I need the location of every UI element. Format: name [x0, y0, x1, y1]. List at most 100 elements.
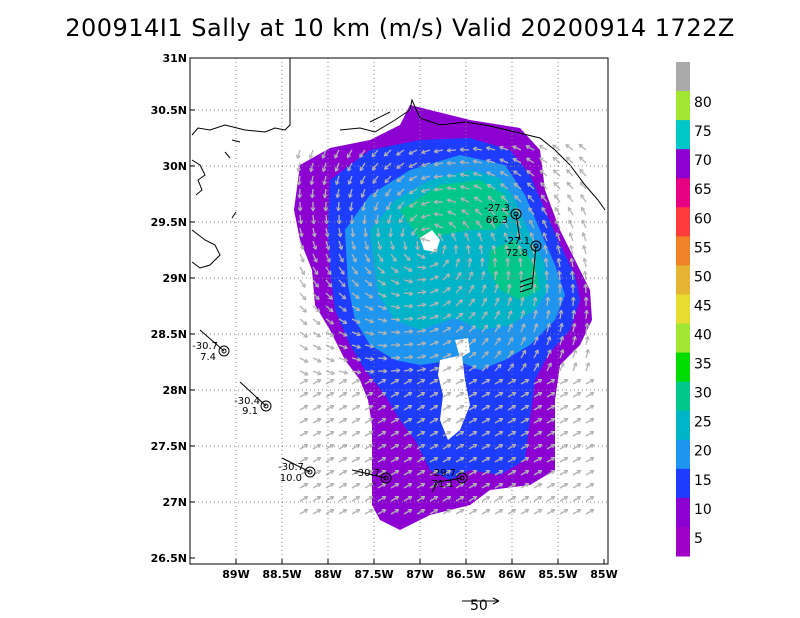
wind-arrow [553, 194, 561, 203]
wind-arrow [473, 160, 483, 164]
wind-arrow [585, 323, 589, 333]
wind-arrow [481, 284, 486, 294]
wind-arrow-head [532, 296, 538, 302]
wind-arrow [579, 181, 587, 190]
wind-arrow [421, 162, 431, 167]
wind-arrow [299, 305, 307, 313]
wind-arrow-head [444, 259, 449, 264]
wind-arrow [403, 443, 413, 450]
wind-arrow-head [537, 430, 543, 436]
wind-arrow [299, 378, 309, 385]
wind-arrow [312, 417, 322, 424]
wind-arrow-head [368, 495, 374, 501]
wind-arrow-head [421, 328, 427, 334]
ob-value: 10.0 [280, 473, 302, 484]
wind-arrow-head [354, 282, 359, 287]
wind-arrow [559, 482, 569, 489]
wind-arrow [416, 253, 426, 259]
wind-arrow [460, 185, 470, 190]
wind-arrow-head [484, 337, 489, 343]
wind-arrow-head [529, 219, 534, 225]
wind-arrow-head [380, 269, 385, 274]
wind-arrow [473, 147, 483, 151]
wind-arrow-head [485, 482, 491, 488]
wind-arrow [338, 240, 343, 250]
wind-arrow-head [316, 417, 322, 423]
wind-arrow [468, 378, 478, 385]
wind-arrow [507, 417, 517, 424]
wind-arrow [481, 443, 491, 450]
wind-arrow [494, 378, 504, 385]
wind-arrow [390, 369, 401, 372]
wind-arrow-head [485, 443, 491, 449]
wind-arrow [518, 245, 522, 255]
wind-arrow [338, 391, 348, 398]
wind-arrow [507, 323, 513, 333]
wind-arrow-head [472, 417, 478, 423]
wind-arrow [494, 284, 499, 294]
wind-arrow [433, 213, 444, 216]
wind-arrow [451, 232, 457, 242]
wind-arrow [477, 232, 483, 242]
wind-arrow [396, 162, 405, 169]
wind-arrow [359, 162, 366, 171]
wind-arrow [416, 316, 426, 320]
wind-arrow-head [472, 404, 478, 410]
wind-arrow-head [342, 443, 348, 449]
wind-arrow-head [543, 244, 548, 250]
wind-arrow-head [498, 495, 504, 501]
wind-arrow-head [394, 482, 400, 488]
wind-arrow [364, 417, 374, 424]
wind-arrow-head [303, 508, 309, 514]
wind-arrow-head [524, 508, 530, 514]
wind-arrow-head [581, 219, 586, 224]
wind-arrow-head [433, 211, 438, 217]
colorbar-label: 20 [694, 444, 712, 460]
wind-arrow-head [409, 216, 415, 222]
wind-arrow [559, 404, 569, 411]
wind-arrow [351, 344, 361, 349]
wind-arrow-head [355, 430, 361, 436]
wind-arrow-head [383, 152, 389, 157]
wind-arrow-head [433, 508, 439, 514]
wind-arrow-head [420, 430, 426, 436]
wind-arrow [570, 258, 574, 268]
wind-arrow [325, 508, 335, 515]
lat-label: 29.5N [151, 216, 187, 229]
wind-arrow [338, 417, 348, 424]
wind-arrow [442, 326, 452, 333]
wind-arrow-head [329, 404, 335, 410]
wind-arrow-head [368, 508, 374, 514]
wind-arrow-head [576, 443, 582, 449]
wind-arrow-head [569, 244, 574, 250]
station-ob: -30.7 7.4 [192, 329, 230, 363]
wind-arrow [468, 351, 477, 359]
wind-arrow-head [471, 351, 477, 357]
wind-arrow [585, 336, 589, 346]
wind-arrow [390, 430, 400, 437]
wind-arrow [502, 219, 509, 229]
wind-arrow [455, 508, 465, 515]
wind-arrow [520, 469, 530, 476]
wind-arrow [585, 349, 590, 359]
wind-arrow-head [384, 165, 389, 170]
wind-arrow [377, 391, 387, 398]
ob-value: 71.1 [432, 479, 454, 490]
wind-arrow [351, 417, 361, 424]
wind-arrow-head [470, 311, 476, 317]
wind-arrow [364, 508, 374, 515]
wind-arrow-head [524, 469, 530, 475]
wind-arrow [299, 227, 303, 237]
wind-arrow [429, 469, 439, 476]
wind-arrow [377, 469, 387, 476]
wind-arrow-head [473, 171, 478, 177]
wind-arrow-head [526, 170, 531, 175]
wind-arrow-head [572, 335, 577, 341]
wind-arrow [429, 367, 439, 372]
wind-arrow-head [446, 508, 452, 514]
wind-arrow [461, 209, 470, 216]
lon-label: 85W [590, 568, 617, 581]
wind-arrow-head [589, 469, 595, 475]
wind-arrow-head [513, 170, 518, 175]
wind-arrow-head [369, 331, 375, 336]
